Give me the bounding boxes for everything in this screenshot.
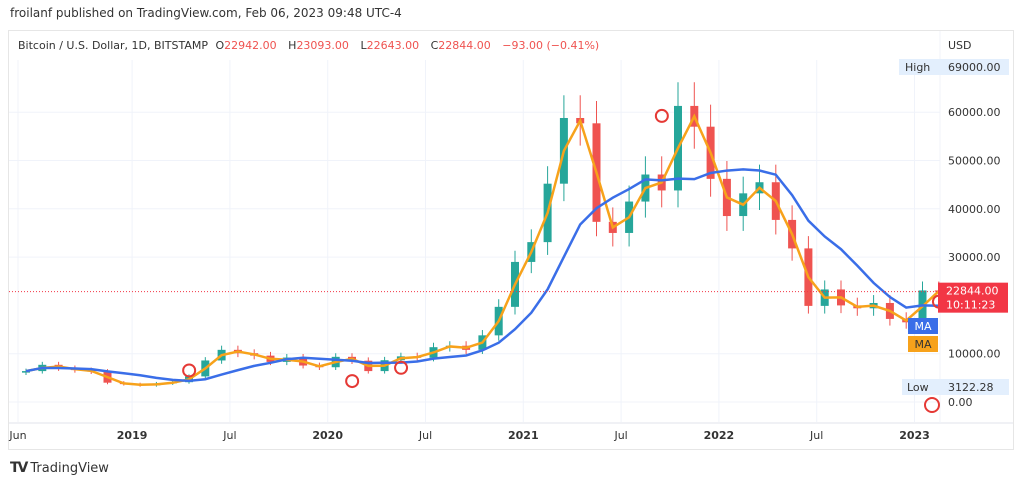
close-value: C22844.00 bbox=[430, 39, 491, 52]
high-badge bbox=[899, 59, 1009, 75]
low-value: L22643.00 bbox=[360, 39, 420, 52]
ma-slow-label: MA bbox=[914, 320, 931, 333]
x-tick-label: Jul bbox=[613, 429, 627, 442]
symbol-name[interactable]: Bitcoin / U.S. Dollar, 1D, BITSTAMP bbox=[18, 39, 208, 52]
change-value: −93.00 (−0.41%) bbox=[502, 39, 600, 52]
x-tick-label: 2020 bbox=[312, 429, 343, 442]
x-tick-label: 2022 bbox=[704, 429, 735, 442]
x-tick-label: 2021 bbox=[508, 429, 539, 442]
y-tick-label: 50000.00 bbox=[948, 155, 1001, 168]
high-label: High bbox=[905, 61, 930, 74]
y-tick-label: 60000.00 bbox=[948, 106, 1001, 119]
cross-marker-icon bbox=[182, 363, 197, 378]
events-icon bbox=[924, 397, 940, 413]
countdown-label: 10:11:23 bbox=[946, 299, 995, 312]
last-price-badge bbox=[938, 282, 1008, 313]
currency-label: USD bbox=[948, 39, 972, 52]
tv-logo-icon: TV bbox=[10, 460, 28, 476]
ma-fast-line bbox=[25, 113, 940, 386]
last-price-label: 22844.00 bbox=[946, 285, 999, 298]
cross-marker-icon bbox=[654, 108, 669, 123]
published-note: froilanf published on TradingView.com, F… bbox=[10, 6, 402, 20]
x-tick-label: 2023 bbox=[899, 429, 930, 442]
low-badge bbox=[902, 379, 1009, 395]
y-tick-label: 0.00 bbox=[948, 396, 973, 409]
cross-marker-icon bbox=[394, 360, 409, 375]
x-tick-label: 2019 bbox=[117, 429, 148, 442]
y-tick-label: 40000.00 bbox=[948, 203, 1001, 216]
y-tick-label: 10000.00 bbox=[948, 348, 1001, 361]
x-tick-label: Jul bbox=[809, 429, 823, 442]
x-tick-label: Jul bbox=[418, 429, 432, 442]
chart-frame[interactable] bbox=[8, 30, 1014, 450]
y-tick-label: 30000.00 bbox=[948, 251, 1001, 264]
ma-fast-label: MA bbox=[914, 338, 931, 351]
x-tick-label: Jun bbox=[8, 429, 26, 442]
x-tick-label: Jul bbox=[222, 429, 236, 442]
ma-slow-line bbox=[25, 168, 939, 383]
open-value: O22942.00 bbox=[215, 39, 277, 52]
chart-legend: Bitcoin / U.S. Dollar, 1D, BITSTAMP O229… bbox=[18, 39, 603, 52]
cross-marker-icon bbox=[345, 374, 360, 389]
candle bbox=[22, 371, 30, 373]
low-label: Low bbox=[907, 381, 929, 394]
high-value: 69000.00 bbox=[948, 61, 1001, 74]
low-value: 3122.28 bbox=[948, 381, 994, 394]
high-value: H23093.00 bbox=[288, 39, 349, 52]
ma-fast-badge bbox=[908, 336, 938, 352]
ma-slow-badge bbox=[908, 318, 938, 334]
tradingview-logo[interactable]: TV TradingView bbox=[10, 460, 109, 476]
